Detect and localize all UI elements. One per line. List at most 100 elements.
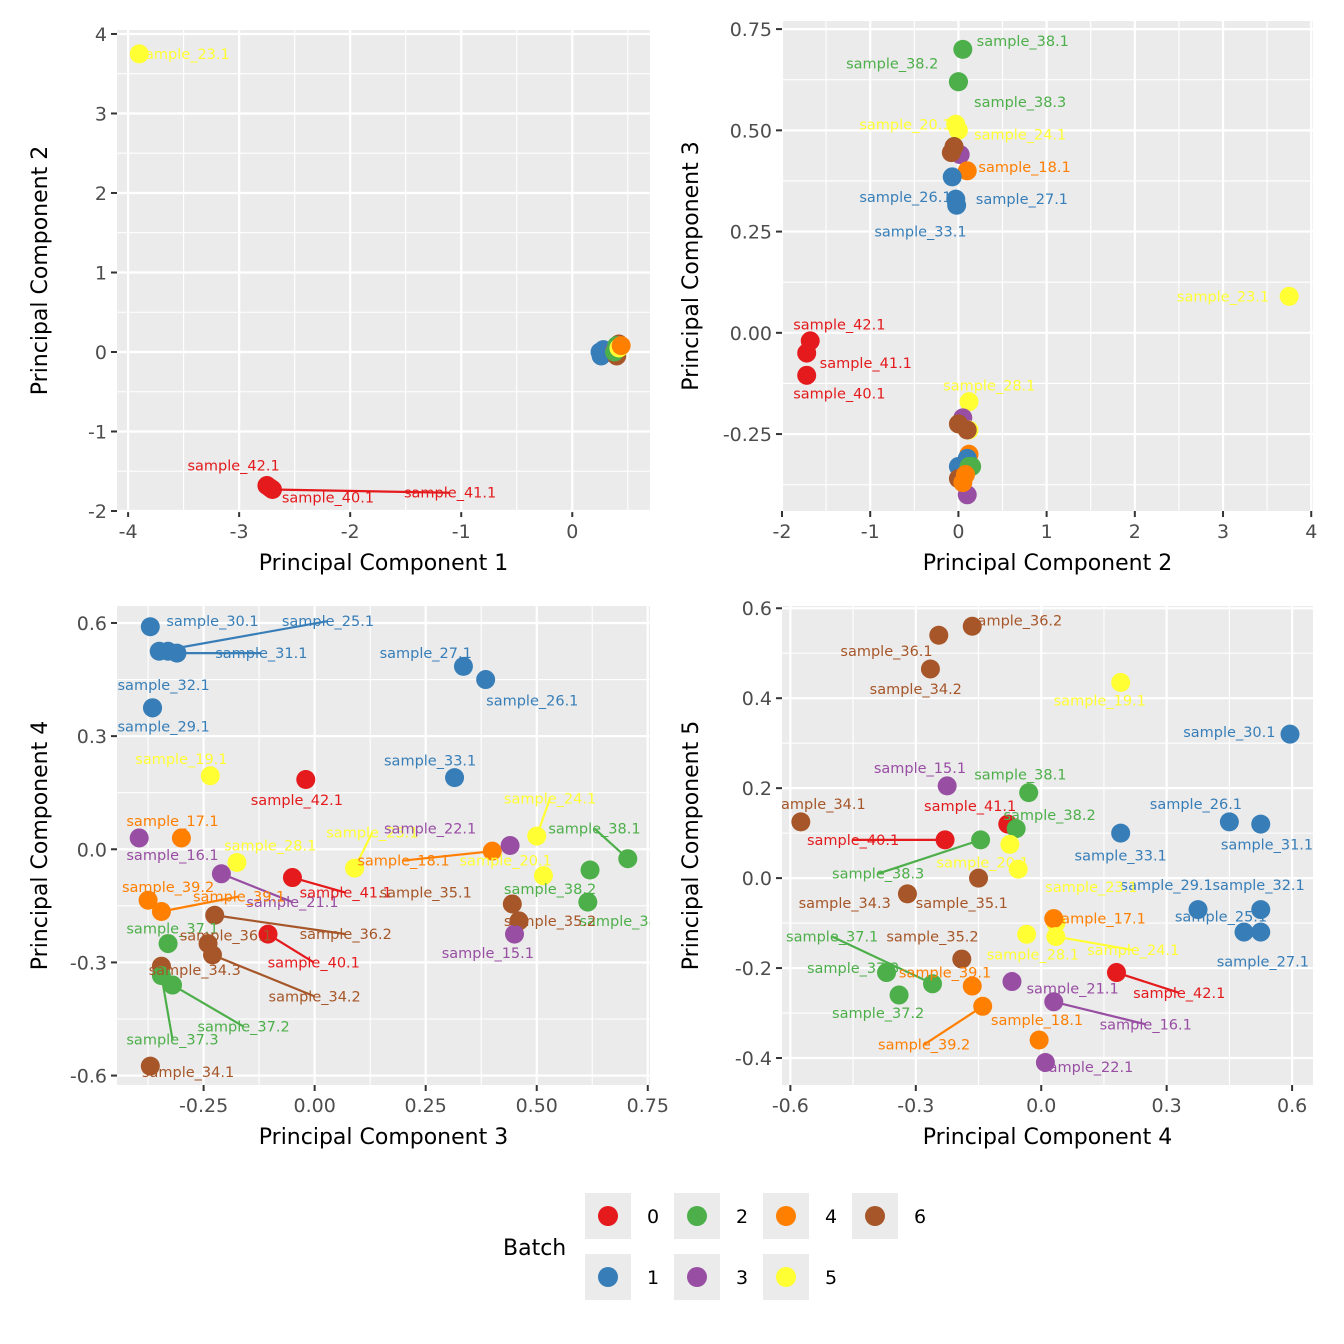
data-point [129, 44, 149, 64]
point-label: sample_38.1 [974, 768, 1066, 784]
point-label: sample_35.1 [916, 896, 1008, 912]
data-point [929, 625, 949, 645]
point-label: sample_22.1 [1041, 1060, 1133, 1076]
data-point [1106, 963, 1126, 983]
data-point [205, 905, 225, 925]
point-label: sample_16.1 [1100, 1017, 1192, 1033]
y-tick-label: 0.75 [730, 19, 772, 41]
legend-item-batch-1: 1 [585, 1254, 659, 1300]
x-tick-label: 0 [952, 521, 964, 543]
legend-label: 6 [914, 1206, 926, 1228]
x-tick-label: 0.75 [627, 1095, 669, 1117]
point-label: sample_18.1 [357, 854, 449, 870]
point-label: sample_21.1 [246, 895, 338, 911]
legend-item-batch-5: 5 [763, 1254, 837, 1300]
x-tick-label: 0.0 [1026, 1095, 1056, 1117]
point-label: sample_20.1 [460, 854, 552, 870]
point-label: sample_28.1 [943, 378, 1035, 394]
point-label: sample_18.1 [978, 160, 1070, 176]
panel-3: -0.25 0.00 0.25 0.50 0.75 -0.6 -0.3 0.0 0.3 0.6 Pr… [28, 606, 669, 1150]
data-point [1044, 909, 1064, 929]
x-tick-label: -2 [773, 521, 792, 543]
point-label: sample_35.1 [380, 886, 472, 902]
x-tick-label: -1 [861, 521, 880, 543]
data-point [1251, 814, 1271, 834]
point-label: sample_20.1 [937, 855, 1029, 871]
point-label: sample_22.1 [384, 822, 476, 838]
data-point [877, 963, 897, 983]
point-label: sample_30.1 [166, 614, 258, 630]
label-leader-line [831, 935, 933, 985]
point-label: sample_40.1 [282, 490, 374, 506]
data-point [797, 365, 817, 385]
data-point [1035, 1053, 1055, 1073]
point-label: sample_37.3 [807, 961, 899, 977]
data-point [580, 860, 600, 880]
legend: Batch 0 2 4 6 1 3 5 [503, 1193, 926, 1300]
point-label: sample_21.1 [1026, 981, 1118, 997]
point-label: sample_25.1 [282, 614, 374, 630]
label-leader-line [877, 838, 981, 875]
legend-label: 4 [825, 1206, 837, 1228]
data-point [1188, 900, 1208, 920]
data-point [138, 890, 158, 910]
label-leader-line [171, 984, 245, 1028]
legend-title: Batch [503, 1236, 566, 1261]
data-point [948, 72, 968, 92]
label-leader-line [1116, 971, 1180, 994]
point-label: sample_40.1 [807, 833, 899, 849]
point-label: sample_33.1 [1075, 849, 1167, 865]
data-point [889, 985, 909, 1005]
data-point [227, 852, 247, 872]
data-point [1234, 922, 1254, 942]
point-label: sample_16.1 [126, 848, 218, 864]
data-point [1002, 972, 1022, 992]
point-label: sample_19.1 [1054, 693, 1146, 709]
x-axis-title: Principal Component 3 [259, 1125, 508, 1150]
y-tick-label: 0.25 [730, 222, 772, 244]
panel-2: -2 -1 0 1 2 3 4 -0.25 0.00 0.25 0.50 0.75 Principal … [679, 19, 1317, 576]
point-label: sample_37.1 [126, 921, 218, 937]
data-point [957, 420, 977, 440]
point-label: sample_37.3 [126, 1033, 218, 1049]
point-label: sample_41.1 [404, 486, 496, 502]
point-label: sample_28.1 [987, 948, 1079, 964]
point-label: sample_23.1 [1045, 880, 1137, 896]
y-axis-title: Principal Component 4 [28, 721, 53, 970]
point-label: sample_20.1 [859, 117, 951, 133]
legend-item-batch-0: 0 [585, 1193, 659, 1239]
y-tick-label: 3 [95, 103, 107, 125]
point-label: sample_39.1 [899, 966, 991, 982]
legend-swatch [776, 1267, 796, 1287]
data-point [797, 343, 817, 363]
point-label: sample_34.2 [269, 989, 361, 1005]
legend-swatch [776, 1206, 796, 1226]
data-point [935, 830, 955, 850]
data-point [1008, 859, 1028, 879]
data-point [1029, 1030, 1049, 1050]
point-label: sample_32.1 [1213, 878, 1305, 894]
x-tick-label: -2 [341, 521, 360, 543]
y-tick-label: 0.0 [77, 839, 107, 861]
data-point [1044, 992, 1064, 1012]
data-point [1046, 927, 1066, 947]
point-label: sample_41.1 [300, 886, 392, 902]
x-tick-label: 0.6 [1277, 1095, 1307, 1117]
y-tick-label: -2 [88, 501, 107, 523]
point-label: sample_35.2 [504, 914, 596, 930]
data-point [140, 617, 160, 637]
data-point [200, 766, 220, 786]
point-label: sample_23.1 [1177, 289, 1269, 305]
data-point [262, 480, 282, 500]
y-axis-title: Principal Component 2 [28, 146, 53, 395]
legend-label: 0 [647, 1206, 659, 1228]
data-point [453, 656, 473, 676]
data-point [502, 894, 522, 914]
data-point [527, 826, 547, 846]
y-tick-label: -0.4 [735, 1048, 772, 1070]
data-point [611, 336, 631, 356]
y-tick-label: -0.6 [70, 1066, 107, 1088]
legend-label: 5 [825, 1267, 837, 1289]
